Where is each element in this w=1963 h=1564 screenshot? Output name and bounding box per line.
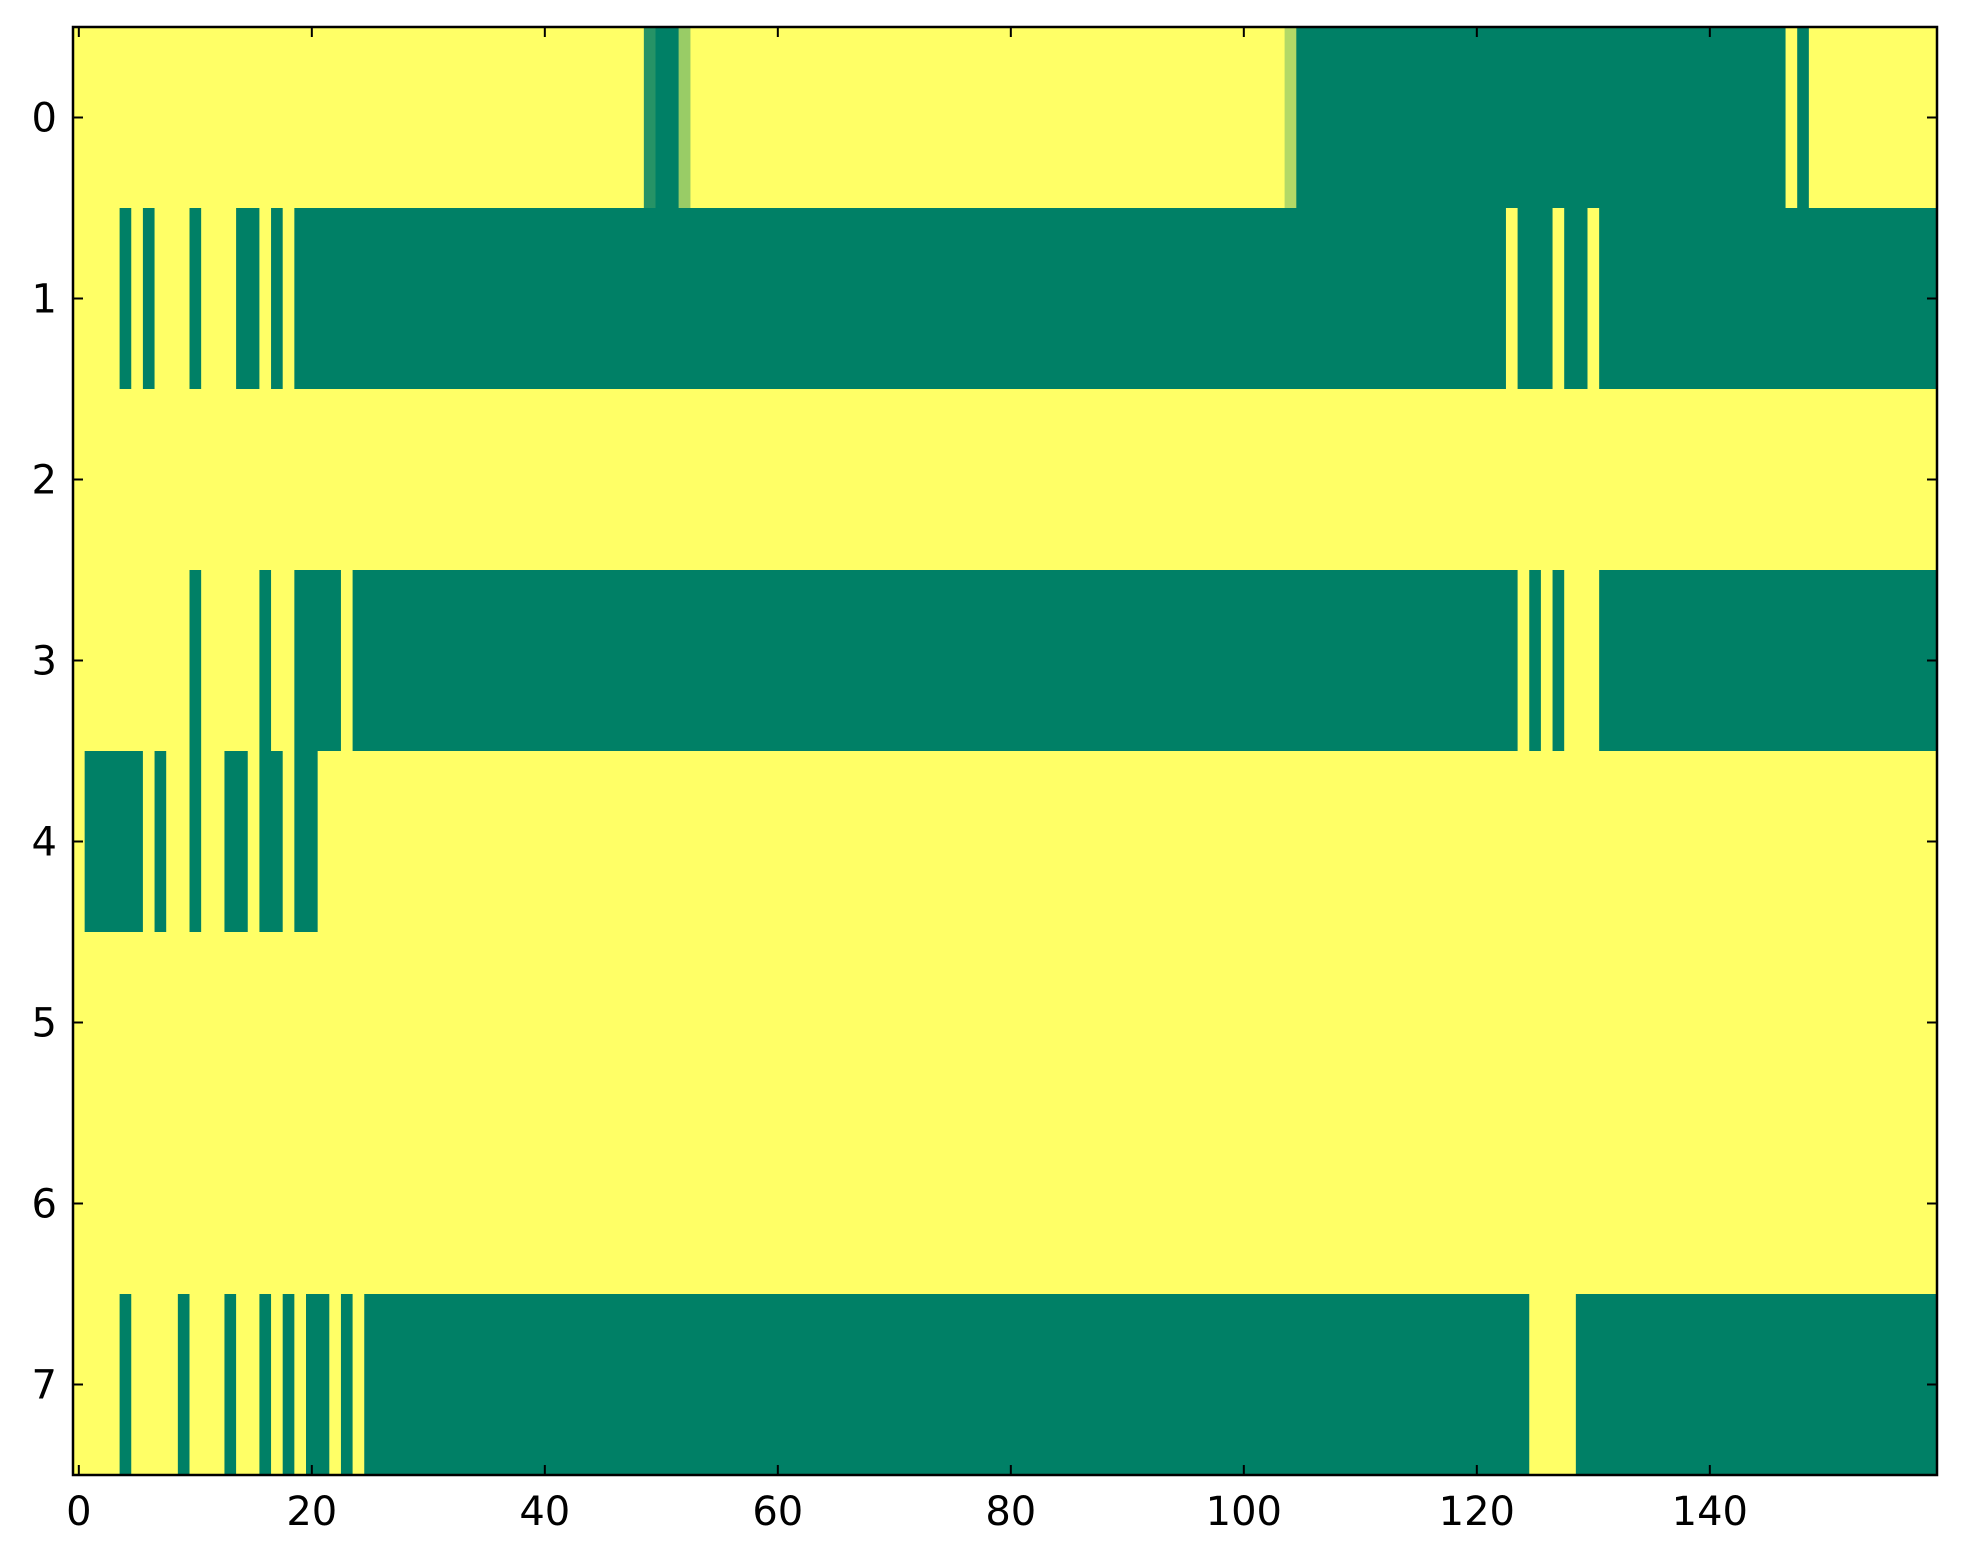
heatmap-cell-row-3-seg-6 <box>1599 570 1937 751</box>
heatmap-cell-row-1-seg-2 <box>189 208 202 389</box>
heatmap-row-6-background <box>73 1113 1937 1294</box>
heatmap-cell-row-1-seg-0 <box>119 208 132 389</box>
y-tick-label: 7 <box>32 1363 57 1409</box>
heatmap-cell-row-7-seg-0 <box>119 1294 132 1475</box>
heatmap-cell-row-4-seg-0 <box>84 751 143 932</box>
heatmap-cell-row-1-seg-3 <box>236 208 260 389</box>
y-tick-label: 4 <box>32 820 57 866</box>
heatmap-cell-row-0-seg-5 <box>1797 27 1809 208</box>
plot-area <box>71 25 1939 1477</box>
heatmap-cell-row-0-seg-3 <box>1284 27 1297 208</box>
heatmap-cell-row-4-seg-1 <box>154 751 167 932</box>
plot-frame <box>71 25 1939 1477</box>
heatmap-cell-row-1-seg-6 <box>1517 208 1553 389</box>
heatmap-cell-row-3-seg-2 <box>294 570 341 751</box>
heatmap-cell-row-7-seg-6 <box>340 1294 353 1475</box>
heatmap-cell-row-7-seg-3 <box>259 1294 272 1475</box>
heatmap-row-5-background <box>73 932 1937 1113</box>
x-axis: 0 20 40 60 80 100 120 140 <box>66 27 1748 1535</box>
x-tick-label: 100 <box>1206 1489 1282 1535</box>
x-tick-label: 140 <box>1672 1489 1748 1535</box>
x-tick-label: 80 <box>985 1489 1036 1535</box>
heatmap-cell-row-7-seg-7 <box>364 1294 1530 1475</box>
heatmap-cell-row-3-seg-5 <box>1552 570 1565 751</box>
heatmap-row-4-background <box>73 751 1937 932</box>
heatmap-cell-row-3-seg-4 <box>1529 570 1541 751</box>
heatmap-cell-row-3-seg-3 <box>352 570 1518 751</box>
y-tick-label: 1 <box>32 277 57 323</box>
heatmap-cell-row-1-seg-8 <box>1599 208 1937 389</box>
heatmap-cell-row-4-seg-3 <box>224 751 248 932</box>
heatmap-cell-row-4-seg-5 <box>294 751 318 932</box>
y-tick-label: 5 <box>32 1001 57 1047</box>
heatmap-row-2-background <box>73 389 1937 570</box>
heatmap-cell-row-1-seg-5 <box>294 208 1506 389</box>
heatmap-cell-row-3-seg-1 <box>259 570 272 751</box>
heatmap-cell-row-1-seg-1 <box>142 208 155 389</box>
x-tick-label: 20 <box>286 1489 337 1535</box>
heatmap-cell-row-7-seg-2 <box>224 1294 237 1475</box>
heatmap-cell-row-4-seg-2 <box>189 751 202 932</box>
y-tick-label: 6 <box>32 1182 57 1228</box>
heatmap-cell-row-3-seg-0 <box>189 570 202 751</box>
heatmap-cell-row-1-seg-7 <box>1564 208 1588 389</box>
x-tick-label: 40 <box>519 1489 570 1535</box>
heatmap-cell-row-7-seg-1 <box>177 1294 190 1475</box>
y-tick-label: 2 <box>32 458 57 504</box>
heatmap-cell-row-4-seg-4 <box>259 751 283 932</box>
heatmap-cell-row-7-seg-4 <box>282 1294 295 1475</box>
heatmap-cell-row-0-seg-1 <box>655 27 679 208</box>
y-axis: 0 1 2 3 4 5 6 7 <box>32 96 1937 1409</box>
heatmap-cell-row-1-seg-4 <box>271 208 283 389</box>
heatmap-cell-row-7-seg-5 <box>306 1294 330 1475</box>
heatmap-cell-row-7-seg-8 <box>1575 1294 1937 1475</box>
heatmap-cell-row-0-seg-4 <box>1296 27 1786 208</box>
x-tick-label: 120 <box>1439 1489 1515 1535</box>
y-tick-label: 0 <box>32 96 57 142</box>
y-tick-label: 3 <box>32 639 57 685</box>
heatmap-cell-row-0-seg-2 <box>678 27 691 208</box>
x-tick-label: 0 <box>66 1489 91 1535</box>
heatmap-cell-row-0-seg-0 <box>643 27 656 208</box>
x-tick-label: 60 <box>752 1489 803 1535</box>
